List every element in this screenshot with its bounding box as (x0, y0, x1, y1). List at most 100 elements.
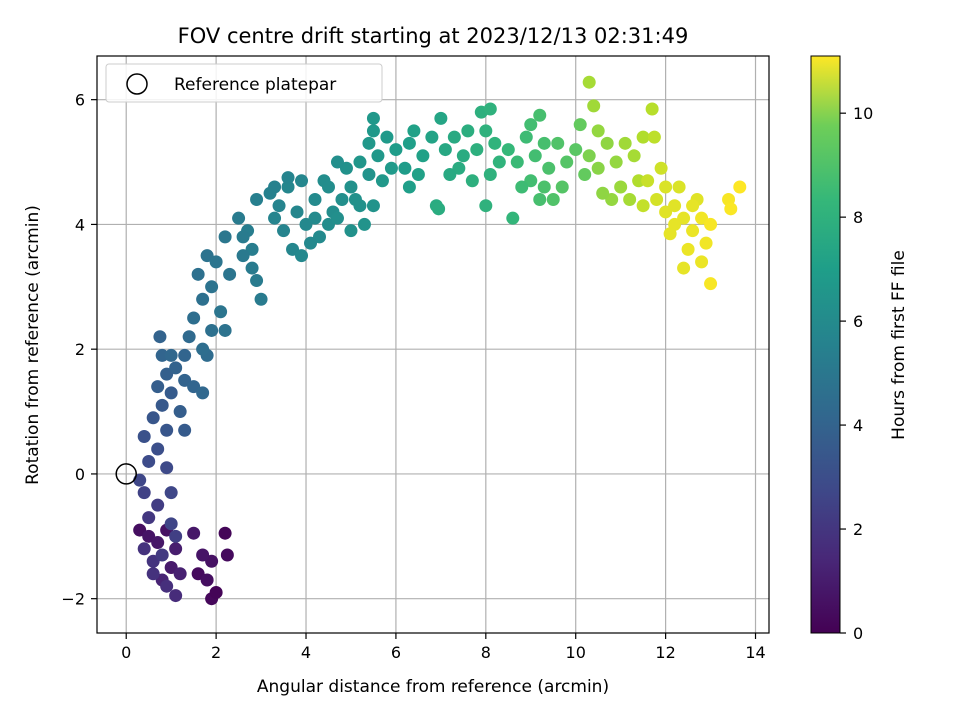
data-point (627, 149, 641, 163)
data-point (290, 205, 304, 219)
data-point (546, 192, 560, 206)
data-point (218, 526, 232, 540)
data-point (353, 155, 367, 169)
data-point (677, 261, 691, 275)
y-tick-label: 6 (75, 91, 85, 110)
legend: Reference platepar (105, 63, 383, 103)
data-point (205, 280, 219, 294)
data-point (519, 130, 533, 144)
data-point (173, 405, 187, 419)
data-point (196, 386, 210, 400)
data-point (137, 542, 151, 556)
data-point (699, 236, 713, 250)
data-point (137, 430, 151, 444)
data-point (704, 277, 718, 291)
data-point (268, 180, 282, 194)
data-point (724, 202, 738, 216)
data-point (178, 423, 192, 437)
data-point (434, 111, 448, 125)
legend-marker-icon (126, 73, 148, 95)
data-point (636, 130, 650, 144)
data-point (220, 548, 234, 562)
data-point (236, 230, 250, 244)
data-point (153, 330, 167, 344)
data-point (647, 130, 661, 144)
data-point (380, 130, 394, 144)
data-point (348, 192, 362, 206)
data-point (663, 227, 677, 241)
data-point (232, 211, 246, 225)
data-point (618, 136, 632, 150)
data-point (465, 174, 479, 188)
colorbar-tick-label: 2 (853, 520, 863, 539)
data-point (733, 180, 747, 194)
data-point (142, 511, 156, 525)
y-axis: −2 0 2 4 6 (61, 91, 97, 609)
data-point (164, 517, 178, 531)
data-point (196, 342, 210, 356)
data-point (398, 161, 412, 175)
data-point (582, 149, 596, 163)
data-point (641, 174, 655, 188)
data-point (169, 361, 183, 375)
data-point (533, 108, 547, 122)
data-point (151, 442, 165, 456)
data-point (151, 380, 165, 394)
data-point (254, 292, 268, 306)
data-point (200, 573, 214, 587)
data-point (591, 124, 605, 138)
data-point (151, 498, 165, 512)
data-point (681, 242, 695, 256)
data-point (214, 305, 228, 319)
data-point (218, 323, 232, 337)
colorbar (810, 55, 841, 634)
data-point (479, 124, 493, 138)
data-point (146, 411, 160, 425)
data-point (596, 186, 610, 200)
colorbar-tick-label: 4 (853, 416, 863, 435)
data-point (160, 423, 174, 437)
data-point (366, 124, 380, 138)
data-point (366, 199, 380, 213)
data-point (277, 224, 291, 238)
data-point (704, 217, 718, 231)
data-point (411, 168, 425, 182)
data-point (281, 171, 295, 185)
y-axis-label: Rotation from reference (arcmin) (23, 205, 43, 485)
data-point (330, 155, 344, 169)
data-point (573, 118, 587, 132)
data-point (146, 567, 160, 581)
data-point (178, 348, 192, 362)
x-tick-label: 0 (121, 643, 131, 662)
data-point (483, 168, 497, 182)
x-tick-label: 14 (745, 643, 765, 662)
data-point (272, 199, 286, 213)
x-tick-label: 2 (211, 643, 221, 662)
data-point (268, 211, 282, 225)
data-point (695, 255, 709, 269)
colorbar-tick-label: 6 (853, 312, 863, 331)
data-point (447, 130, 461, 144)
data-point (209, 255, 223, 269)
data-point (308, 192, 322, 206)
colorbar-tick-label: 8 (853, 208, 863, 227)
data-point (659, 205, 673, 219)
data-point (402, 136, 416, 150)
data-point (281, 180, 295, 194)
data-point (375, 174, 389, 188)
data-point (479, 199, 493, 213)
data-point (407, 124, 421, 138)
data-point (672, 180, 686, 194)
data-point (182, 330, 196, 344)
data-point (169, 542, 183, 556)
data-point (250, 274, 264, 288)
data-point (537, 136, 551, 150)
data-point (133, 473, 147, 487)
data-point (187, 311, 201, 325)
data-point (295, 174, 309, 188)
data-points (133, 75, 747, 606)
data-point (304, 236, 318, 250)
data-point (492, 155, 506, 169)
data-point (384, 161, 398, 175)
data-point (542, 161, 556, 175)
